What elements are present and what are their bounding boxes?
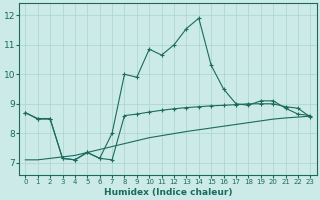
- X-axis label: Humidex (Indice chaleur): Humidex (Indice chaleur): [104, 188, 232, 197]
